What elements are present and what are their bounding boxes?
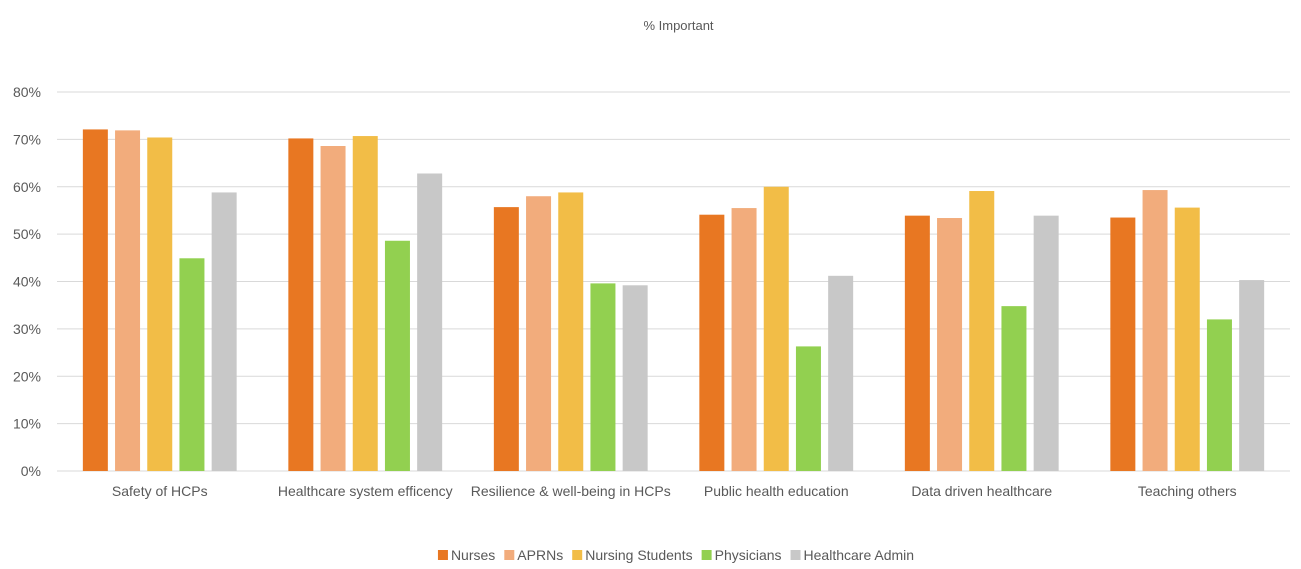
legend-label: APRNs	[517, 547, 563, 563]
gridlines	[57, 91, 1290, 472]
bar-nurses	[82, 129, 108, 471]
legend-swatch	[572, 550, 583, 560]
bar-nursing-students	[352, 136, 378, 471]
bar-aprns	[115, 130, 141, 471]
bar-nursing-students	[969, 191, 995, 472]
y-tick-label: 80%	[13, 84, 41, 100]
x-category-label: Healthcare system efficency	[278, 483, 453, 499]
y-tick-label: 20%	[13, 368, 41, 384]
bars	[82, 129, 1265, 472]
bar-healthcare-admin	[828, 275, 854, 471]
bar-physicians	[1206, 319, 1232, 471]
bar-physicians	[179, 258, 205, 471]
bar-nursing-students	[1174, 207, 1200, 471]
bar-nurses	[904, 215, 930, 471]
y-tick-label: 10%	[13, 416, 41, 432]
legend-label: Nursing Students	[585, 547, 692, 563]
x-category-label: Safety of HCPs	[112, 483, 208, 499]
bar-aprns	[731, 208, 757, 471]
legend: Nurses APRNs Nursing Students Physicians Hea…	[437, 547, 915, 563]
bar-nurses	[699, 214, 725, 472]
x-category-label: Teaching others	[1138, 483, 1237, 499]
x-axis-category-labels: Safety of HCPs Healthcare system efficenc…	[112, 483, 1237, 499]
bar-healthcare-admin	[211, 192, 237, 471]
bar-nursing-students	[558, 192, 584, 471]
bar-healthcare-admin	[1239, 280, 1265, 471]
bar-nursing-students	[147, 137, 173, 472]
y-tick-label: 40%	[13, 274, 41, 290]
x-category-label: Data driven healthcare	[911, 483, 1052, 499]
legend-label: Physicians	[715, 547, 782, 563]
bar-physicians	[795, 346, 821, 471]
y-axis-tick-labels: 0% 10% 20% 30% 40% 50% 60% 70% 80%	[13, 84, 41, 479]
bar-healthcare-admin	[417, 173, 443, 472]
legend-label: Healthcare Admin	[804, 547, 915, 563]
bar-nursing-students	[763, 186, 789, 471]
bar-nurses	[493, 207, 519, 471]
bar-aprns	[320, 146, 346, 471]
legend-swatch	[437, 550, 448, 560]
bar-physicians	[384, 240, 410, 471]
bar-aprns	[526, 196, 552, 471]
y-tick-label: 30%	[13, 321, 41, 337]
bar-healthcare-admin	[622, 285, 648, 471]
legend-label: Nurses	[451, 547, 495, 563]
y-tick-label: 70%	[13, 131, 41, 147]
bar-aprns	[1142, 190, 1168, 471]
bar-nurses	[1110, 217, 1136, 471]
y-tick-label: 50%	[13, 226, 41, 242]
x-category-label: Public health education	[704, 483, 849, 499]
legend-swatch	[701, 550, 712, 560]
legend-swatch	[504, 550, 515, 560]
y-tick-label: 60%	[13, 179, 41, 195]
bar-healthcare-admin	[1033, 215, 1059, 471]
bar-physicians	[1001, 306, 1027, 471]
chart-title: % Important	[643, 18, 713, 33]
legend-swatch	[790, 550, 801, 560]
bar-physicians	[590, 283, 616, 471]
bar-aprns	[937, 218, 963, 471]
bar-nurses	[288, 138, 314, 472]
y-tick-label: 0%	[21, 463, 41, 479]
x-category-label: Resilience & well-being in HCPs	[471, 483, 671, 499]
